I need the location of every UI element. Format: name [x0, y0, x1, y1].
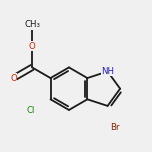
Text: CH₃: CH₃	[24, 20, 40, 29]
Text: NH: NH	[101, 67, 114, 76]
Text: Br: Br	[110, 123, 119, 132]
Text: O: O	[29, 42, 35, 51]
Text: Cl: Cl	[27, 106, 35, 115]
Text: O: O	[10, 74, 17, 83]
